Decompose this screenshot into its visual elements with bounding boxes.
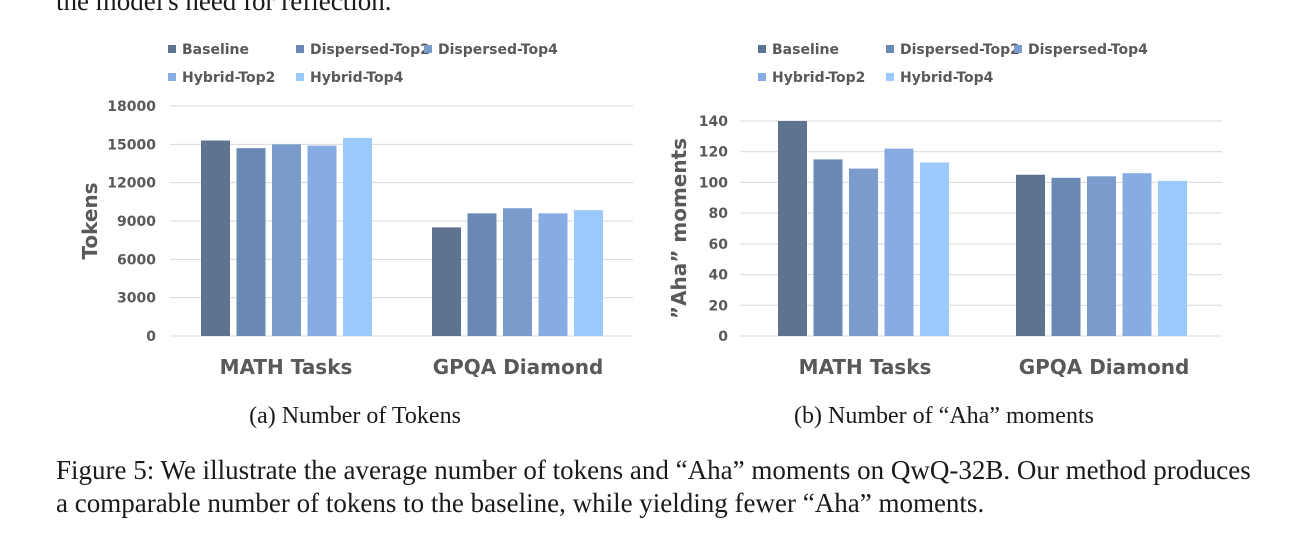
chart-a: 0 3000 6000 9000 12000 15000 18000 MATH Tasks GP… — [78, 42, 633, 379]
bar-baseline — [201, 140, 230, 336]
bar-hybrid-top4 — [1158, 180, 1187, 336]
legend-swatch — [758, 45, 766, 53]
bar-dispersed-top2 — [1051, 177, 1081, 336]
y-tick-label: 100 — [699, 175, 728, 191]
bar-baseline — [778, 121, 807, 336]
chart-b: 0 20 40 60 80 100 120 140 MATH Tasks GPQA Diamond… — [667, 42, 1222, 379]
y-tick-label: 6000 — [117, 252, 156, 268]
legend-label: Dispersed-Top4 — [438, 42, 558, 58]
bar-hybrid-top2 — [1122, 173, 1152, 336]
preceding-text-line: the model's need for reflection. — [56, 0, 392, 16]
legend-label: Hybrid-Top4 — [900, 70, 994, 86]
legend-label: Baseline — [182, 42, 249, 58]
y-tick-label: 80 — [709, 206, 729, 222]
bar-dispersed-top2 — [467, 213, 497, 336]
legend-label: Hybrid-Top4 — [310, 70, 404, 86]
bar-dispersed-top4 — [503, 208, 532, 336]
x-category-label: GPQA Diamond — [1019, 355, 1190, 379]
legend-swatch — [424, 45, 432, 53]
bar-hybrid-top2 — [538, 213, 568, 336]
bar-baseline — [1016, 174, 1045, 336]
legend-swatch — [758, 73, 766, 81]
x-category-label: MATH Tasks — [799, 355, 932, 379]
y-tick-label: 3000 — [117, 291, 156, 307]
bar-dispersed-top4 — [1087, 176, 1116, 336]
bar-hybrid-top2 — [307, 145, 337, 336]
bar-hybrid-top2 — [884, 148, 914, 336]
bar-hybrid-top4 — [343, 137, 372, 336]
y-tick-label: 60 — [709, 237, 729, 253]
bar-dispersed-top4 — [849, 168, 878, 336]
bar-dispersed-top2 — [236, 148, 266, 336]
y-tick-label: 120 — [699, 145, 728, 161]
y-tick-label: 140 — [699, 114, 728, 130]
bar-hybrid-top4 — [920, 162, 949, 336]
legend-swatch — [886, 73, 894, 81]
bar-baseline — [432, 227, 461, 336]
legend-label: Dispersed-Top4 — [1028, 42, 1148, 58]
legend-swatch — [168, 73, 176, 81]
legend-swatch — [296, 45, 304, 53]
legend-swatch — [296, 73, 304, 81]
y-tick-label: 15000 — [107, 137, 156, 153]
figure-caption: Figure 5: We illustrate the average numb… — [56, 455, 1251, 518]
x-category-label: GPQA Diamond — [433, 355, 604, 379]
subcaption-b: (b) Number of “Aha” moments — [794, 403, 1094, 429]
legend-swatch — [1014, 45, 1022, 53]
y-tick-label: 0 — [718, 329, 728, 345]
y-tick-label: 20 — [709, 298, 729, 314]
legend-label: Dispersed-Top2 — [310, 42, 430, 58]
legend-label: Hybrid-Top2 — [772, 70, 865, 86]
subcaption-a: (a) Number of Tokens — [249, 403, 461, 429]
legend-label: Baseline — [772, 42, 839, 58]
y-tick-label: 9000 — [117, 214, 156, 230]
y-axis-label: ”Aha” moments — [667, 138, 691, 319]
bar-dispersed-top4 — [272, 144, 301, 336]
bar-hybrid-top4 — [574, 210, 603, 336]
y-tick-label: 40 — [709, 268, 729, 284]
x-category-label: MATH Tasks — [220, 355, 353, 379]
y-tick-label: 18000 — [107, 99, 156, 115]
legend-label: Hybrid-Top2 — [182, 70, 275, 86]
bar-dispersed-top2 — [813, 159, 843, 336]
y-axis-label: Tokens — [78, 182, 102, 259]
y-tick-label: 12000 — [107, 176, 156, 192]
figure-charts: 0 3000 6000 9000 12000 15000 18000 MATH Tasks GP… — [78, 42, 1222, 379]
legend-swatch — [886, 45, 894, 53]
legend-label: Dispersed-Top2 — [900, 42, 1020, 58]
legend-swatch — [168, 45, 176, 53]
y-tick-label: 0 — [146, 329, 156, 345]
